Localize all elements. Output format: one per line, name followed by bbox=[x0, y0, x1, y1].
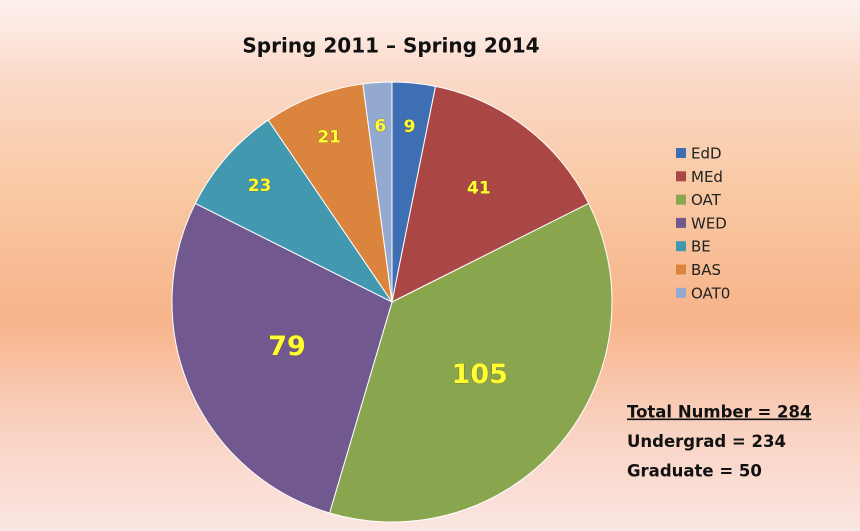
legend-swatch bbox=[676, 217, 686, 228]
annotation: Undergrad = 234 bbox=[627, 432, 786, 451]
legend-swatch bbox=[676, 194, 686, 205]
legend-label: BE bbox=[691, 238, 711, 256]
pie-slice bbox=[267, 83, 393, 303]
data-label: 6 bbox=[374, 116, 386, 136]
legend-swatch bbox=[676, 171, 686, 182]
chart-title: Spring 2011 – Spring 2014 bbox=[242, 34, 539, 58]
legend-swatch bbox=[676, 148, 686, 158]
legend-label: EdD bbox=[691, 145, 722, 163]
data-label: 79 bbox=[268, 331, 306, 362]
data-label: 23 bbox=[248, 176, 272, 196]
data-label: 21 bbox=[317, 128, 341, 148]
legend-label: WED bbox=[691, 214, 727, 232]
pie-slice bbox=[362, 81, 393, 303]
legend-label: MEd bbox=[691, 168, 723, 186]
pie-slice bbox=[171, 202, 393, 514]
legend-label: BAS bbox=[691, 261, 721, 279]
annotation: Graduate = 50 bbox=[627, 462, 762, 481]
legend-swatch bbox=[676, 287, 686, 298]
annotation: Total Number = 284 bbox=[627, 403, 811, 422]
legend-label: OAT bbox=[691, 191, 722, 209]
legend-swatch bbox=[676, 264, 686, 275]
data-label: 9 bbox=[404, 117, 416, 137]
pie-slice bbox=[391, 85, 590, 303]
legend-swatch bbox=[676, 241, 686, 252]
data-label: 105 bbox=[452, 359, 508, 390]
pie-slice bbox=[328, 202, 613, 523]
legend-label: OAT0 bbox=[691, 284, 730, 302]
pie-slice bbox=[194, 119, 394, 304]
data-label: 41 bbox=[467, 178, 491, 198]
